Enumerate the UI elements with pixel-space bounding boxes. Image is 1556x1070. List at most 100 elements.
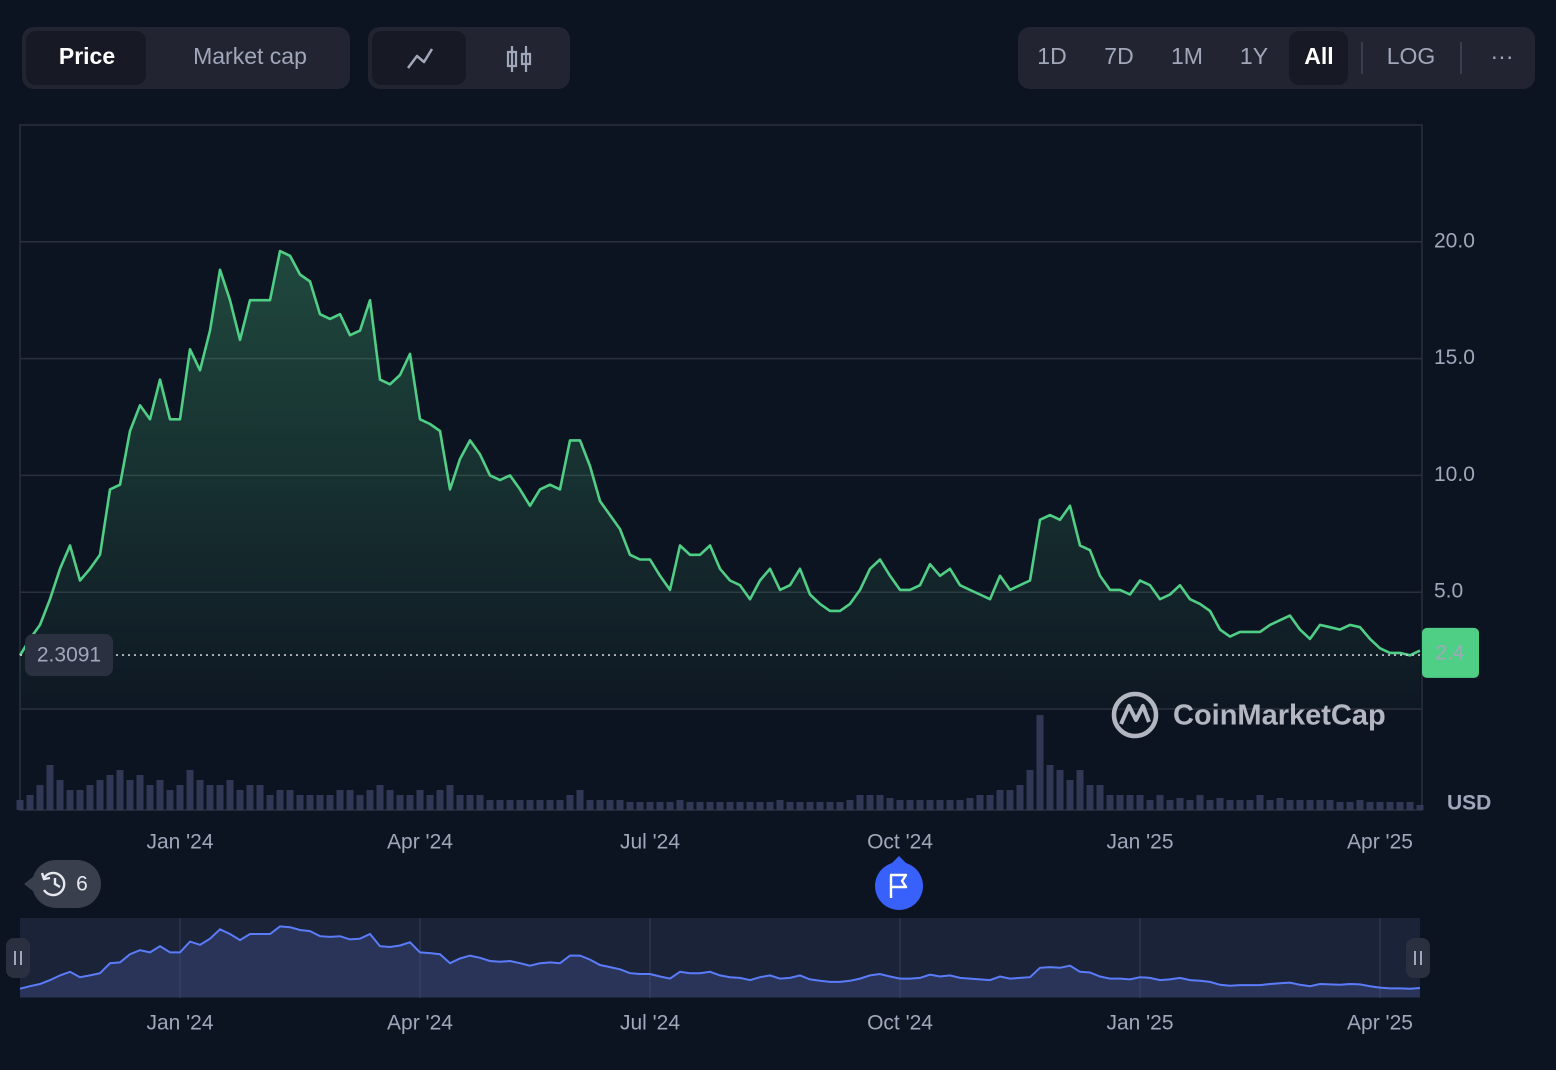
volume-bar bbox=[1086, 785, 1094, 810]
volume-bar bbox=[596, 800, 604, 810]
volume-bar bbox=[326, 795, 334, 810]
range-all[interactable]: All bbox=[1304, 43, 1333, 69]
tab-active[interactable] bbox=[26, 31, 146, 85]
navigator-handle-left[interactable] bbox=[6, 938, 30, 978]
volume-bar bbox=[906, 800, 914, 810]
volume-bar bbox=[86, 785, 94, 810]
volume-bar bbox=[1256, 795, 1264, 810]
current-price-label: 2.4 bbox=[1435, 641, 1465, 664]
range-1m[interactable]: 1M bbox=[1171, 43, 1203, 69]
volume-bar bbox=[876, 795, 884, 810]
volume-bar bbox=[956, 800, 964, 810]
volume-bar bbox=[1156, 795, 1164, 810]
volume-bar bbox=[216, 785, 224, 810]
volume-bar bbox=[456, 795, 464, 810]
volume-bar bbox=[16, 800, 24, 810]
more-button[interactable]: ··· bbox=[1491, 43, 1514, 69]
volume-bar bbox=[1216, 798, 1224, 810]
volume-bar bbox=[96, 780, 104, 810]
volume-bar bbox=[26, 795, 34, 810]
volume-bar bbox=[116, 770, 124, 810]
volume-bar bbox=[966, 798, 974, 810]
volume-bar bbox=[196, 780, 204, 810]
volume-bar bbox=[636, 802, 644, 810]
range-7d[interactable]: 7D bbox=[1104, 43, 1133, 69]
volume-bar bbox=[1136, 795, 1144, 810]
volume-bar bbox=[986, 795, 994, 810]
volume-bar bbox=[316, 795, 324, 810]
volume-bar bbox=[366, 790, 374, 810]
volume-bar bbox=[1146, 800, 1154, 810]
volume-bar bbox=[916, 800, 924, 810]
price-area bbox=[20, 251, 1420, 709]
volume-bar bbox=[866, 795, 874, 810]
volume-bar bbox=[166, 790, 174, 810]
x-tick-label: Jan '25 bbox=[1106, 831, 1173, 854]
watermark: CoinMarketCap bbox=[1111, 691, 1386, 739]
history-badge[interactable] bbox=[32, 860, 101, 908]
volume-bar bbox=[266, 795, 274, 810]
handle-grip bbox=[1414, 951, 1422, 965]
navigator-tick-label: Jul '24 bbox=[620, 1012, 680, 1035]
volume-bar bbox=[236, 790, 244, 810]
volume-bar bbox=[286, 790, 294, 810]
volume-bar bbox=[356, 795, 364, 810]
volume-bar bbox=[626, 802, 634, 810]
volume-bar bbox=[136, 775, 144, 810]
volume-bar bbox=[1226, 800, 1234, 810]
volume-bar bbox=[1416, 805, 1424, 810]
volume-bar bbox=[226, 780, 234, 810]
volume-bar bbox=[1376, 802, 1384, 810]
volume-bar bbox=[1166, 800, 1174, 810]
volume-bar bbox=[696, 802, 704, 810]
volume-bar bbox=[716, 802, 724, 810]
tab-market-cap[interactable]: Market cap bbox=[193, 43, 307, 69]
volume-bar bbox=[476, 795, 484, 810]
navigator-handle-right[interactable] bbox=[1406, 938, 1430, 978]
volume-bar bbox=[746, 802, 754, 810]
volume-bar bbox=[296, 795, 304, 810]
volume-bar bbox=[686, 802, 694, 810]
volume-bar bbox=[1276, 798, 1284, 810]
volume-bar bbox=[886, 798, 894, 810]
volume-bar bbox=[1186, 800, 1194, 810]
volume-bar bbox=[536, 800, 544, 810]
volume-bar bbox=[1036, 715, 1044, 810]
volume-bar bbox=[416, 790, 424, 810]
reference-label: 2.3091 bbox=[37, 644, 101, 667]
volume-bar bbox=[176, 785, 184, 810]
range-1d[interactable]: 1D bbox=[1037, 43, 1066, 69]
log-toggle[interactable]: LOG bbox=[1387, 43, 1436, 69]
range-1y[interactable]: 1Y bbox=[1240, 43, 1268, 69]
tab-price[interactable]: Price bbox=[59, 43, 115, 69]
volume-bar bbox=[776, 800, 784, 810]
range-active[interactable] bbox=[1289, 31, 1348, 85]
volume-bar bbox=[56, 780, 64, 810]
volume-bar bbox=[486, 800, 494, 810]
volume-bar bbox=[1196, 795, 1204, 810]
volume-bar bbox=[936, 800, 944, 810]
line-icon bbox=[407, 48, 434, 69]
volume-bar bbox=[396, 795, 404, 810]
x-tick-label: Oct '24 bbox=[867, 831, 933, 854]
volume-bar bbox=[926, 800, 934, 810]
volume-bar bbox=[1066, 780, 1074, 810]
volume-bar bbox=[836, 802, 844, 810]
y-tick-label: 15.0 bbox=[1434, 346, 1475, 369]
navigator[interactable] bbox=[20, 918, 1420, 998]
volume-bar bbox=[76, 790, 84, 810]
volume-bar bbox=[756, 802, 764, 810]
history-icon bbox=[40, 871, 66, 897]
volume-bar bbox=[576, 790, 584, 810]
volume-bar bbox=[66, 790, 74, 810]
volume-bar bbox=[846, 800, 854, 810]
volume-bar bbox=[466, 795, 474, 810]
candle-icon[interactable] bbox=[506, 46, 532, 72]
volume-bar bbox=[1016, 785, 1024, 810]
volume-bar bbox=[1236, 800, 1244, 810]
navigator-layer: Jan '24 Apr '24 Jul '24 Oct '24 Jan '25 Apr '… bbox=[19, 918, 1421, 1035]
volume-bar bbox=[146, 785, 154, 810]
volume-bar bbox=[36, 785, 44, 810]
current-price-tag bbox=[1422, 627, 1479, 678]
